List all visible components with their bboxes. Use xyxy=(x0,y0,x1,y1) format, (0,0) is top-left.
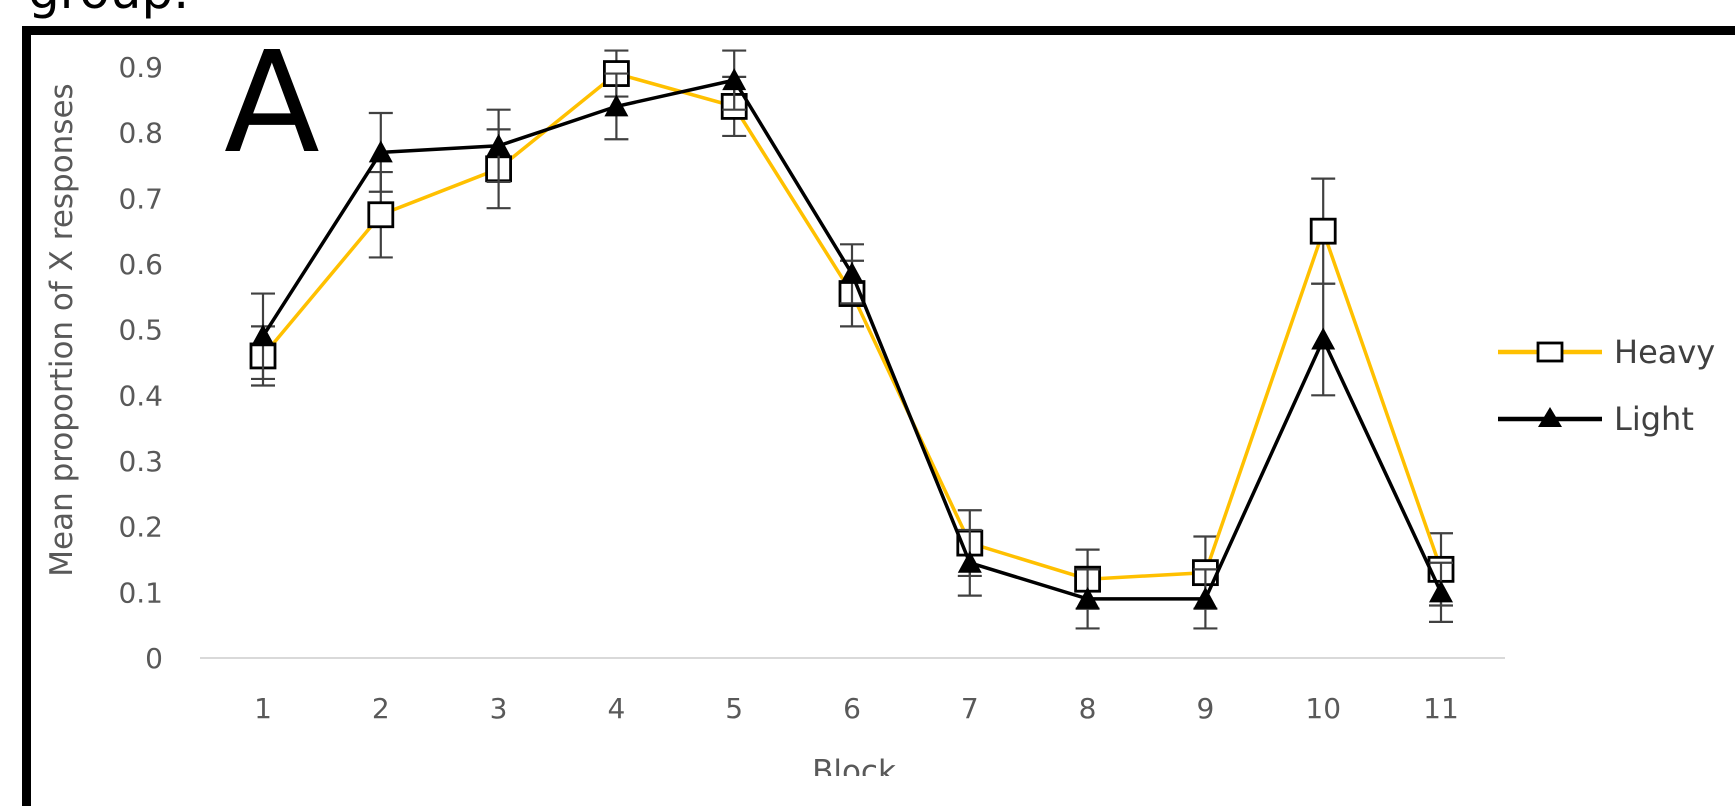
y-tick-label: 0.3 xyxy=(118,445,163,478)
x-tick-label: 8 xyxy=(1079,692,1097,725)
legend-label: Light xyxy=(1614,400,1694,438)
x-tick-label: 4 xyxy=(607,692,625,725)
data-point xyxy=(1311,327,1336,350)
data-point xyxy=(1309,217,1337,245)
x-tick-label: 1 xyxy=(254,692,272,725)
panel-label: A xyxy=(224,22,320,185)
x-axis-ticks: 1 2 3 4 5 6 7 8 9 10 11 xyxy=(254,692,1459,725)
data-point xyxy=(1429,580,1453,603)
y-tick-label: 0.4 xyxy=(118,379,163,412)
x-tick-label: 2 xyxy=(372,692,390,725)
y-axis-ticks: 0 0.1 0.2 0.3 0.4 0.5 0.6 0.7 0.8 0.9 xyxy=(118,51,163,675)
x-tick-label: 11 xyxy=(1423,692,1459,725)
y-tick-label: 0.1 xyxy=(118,576,163,609)
data-point xyxy=(486,133,511,156)
data-point xyxy=(604,94,629,117)
y-tick-label: 0 xyxy=(145,642,163,675)
x-tick-label: 9 xyxy=(1196,692,1214,725)
x-tick-label: 6 xyxy=(843,692,861,725)
x-tick-label: 7 xyxy=(961,692,979,725)
y-tick-label: 0.5 xyxy=(118,314,163,347)
data-point xyxy=(840,261,864,284)
data-point xyxy=(368,140,393,163)
data-point xyxy=(722,68,747,91)
x-tick-label: 3 xyxy=(490,692,508,725)
legend-label: Heavy xyxy=(1614,333,1715,371)
legend-marker xyxy=(1538,407,1562,427)
data-point xyxy=(367,201,395,229)
y-tick-label: 0.6 xyxy=(118,248,163,281)
y-tick-label: 0.2 xyxy=(118,511,163,544)
data-point xyxy=(957,550,982,573)
x-tick-label: 10 xyxy=(1305,692,1341,725)
y-tick-label: 0.9 xyxy=(118,51,163,84)
y-axis-title: Mean proportion of X responses xyxy=(44,83,80,576)
data-point xyxy=(1075,586,1100,609)
data-point xyxy=(251,324,275,347)
series-line xyxy=(261,78,1443,601)
series-heavy xyxy=(249,49,1455,610)
line-chart: 0 0.1 0.2 0.3 0.4 0.5 0.6 0.7 0.8 0.9 1 2 3 4 5 6 7 8 9 10… xyxy=(44,49,1715,776)
legend-marker xyxy=(1536,341,1564,363)
y-tick-label: 0.8 xyxy=(118,117,163,150)
x-axis-title: Block xyxy=(812,754,896,776)
caption-fragment: group. xyxy=(28,0,189,16)
legend-item-light: Light xyxy=(1498,400,1694,438)
y-tick-label: 0.7 xyxy=(118,182,163,215)
data-point xyxy=(1193,586,1218,609)
series-layer xyxy=(249,49,1455,630)
x-tick-label: 5 xyxy=(725,692,743,725)
legend: Heavy Light xyxy=(1498,333,1715,438)
figure-frame xyxy=(22,26,1735,806)
series-light xyxy=(251,49,1453,630)
legend-item-heavy: Heavy xyxy=(1498,333,1715,371)
